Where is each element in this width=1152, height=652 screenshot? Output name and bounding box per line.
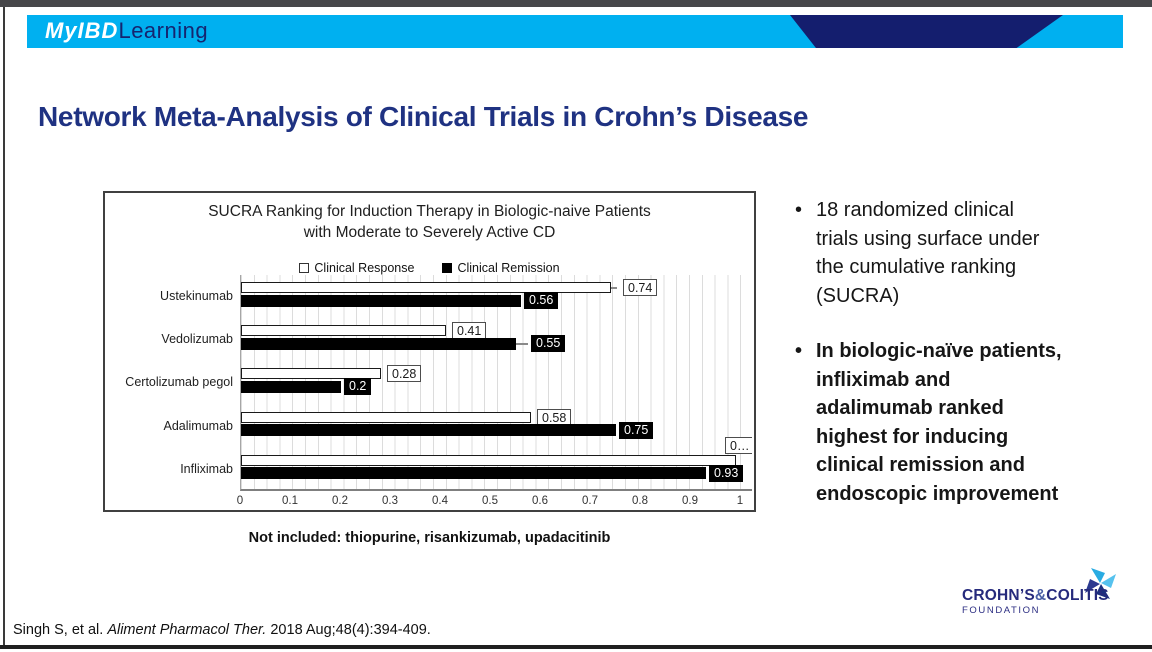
bullet-marker: • bbox=[795, 340, 803, 362]
bar-response bbox=[241, 411, 531, 423]
sucra-chart: SUCRA Ranking for Induction Therapy in B… bbox=[103, 191, 756, 512]
bar-response bbox=[241, 454, 736, 466]
x-axis-tick-label: 0.6 bbox=[532, 495, 548, 507]
bar-value-label: 0.28 bbox=[387, 365, 422, 383]
foundation-ampersand: & bbox=[1034, 587, 1047, 604]
bullet-marker: • bbox=[795, 199, 803, 221]
x-axis-tick-label: 0.7 bbox=[582, 495, 598, 507]
chart-footnote: Not included: thiopurine, risankizumab, … bbox=[248, 530, 611, 546]
x-axis-tick-label: 1 bbox=[736, 495, 744, 507]
bar-value-label: 0.93 bbox=[709, 464, 744, 482]
bar-value-label: 0.2 bbox=[344, 378, 372, 396]
x-axis-tick-label: 0 bbox=[236, 495, 244, 507]
foundation-name: CROHN’S&COLITIS bbox=[962, 587, 1109, 605]
bar-response bbox=[241, 325, 446, 337]
chart-title-line1: SUCRA Ranking for Induction Therapy in B… bbox=[208, 203, 651, 220]
category-label: Certolizumab pegol bbox=[125, 375, 233, 390]
legend-swatch-remission bbox=[442, 263, 453, 273]
bar-remission bbox=[241, 294, 521, 307]
bar-value-label: 0.74 bbox=[623, 279, 658, 296]
x-axis-tick-label: 0.1 bbox=[282, 495, 298, 507]
bar-remission bbox=[241, 424, 616, 437]
bar-value-label: 0.41 bbox=[452, 322, 487, 340]
x-axis-tick-label: 0.3 bbox=[382, 495, 398, 507]
page-title: Network Meta-Analysis of Clinical Trials… bbox=[38, 101, 809, 132]
x-axis-tick-label: 0.5 bbox=[482, 495, 498, 507]
bullet-list: • 18 randomized clinical trials using su… bbox=[795, 196, 1147, 535]
brand-myibd: MyIBD bbox=[45, 18, 119, 43]
bar-value-label: 0.55 bbox=[531, 335, 566, 353]
chart-title: SUCRA Ranking for Induction Therapy in B… bbox=[105, 201, 754, 243]
legend-label-remission: Clinical Remission bbox=[457, 261, 560, 275]
bar-value-label: 0.75 bbox=[619, 421, 654, 439]
plot-area: 0.74 0.56 0.41 0.55 0.28 0.2 0.58 0.75 0… 0.93 bbox=[240, 275, 752, 491]
brand-learning: Learning bbox=[118, 18, 209, 43]
foundation-star-icon bbox=[1085, 568, 1116, 599]
x-axis-tick-label: 0.9 bbox=[682, 495, 698, 507]
citation-details: 2018 Aug;48(4):394-409. bbox=[266, 622, 431, 638]
category-label: Vedolizumab bbox=[161, 332, 233, 347]
legend-label-response: Clinical Response bbox=[314, 261, 415, 275]
foundation-name-colitis: COLITIS bbox=[1046, 587, 1109, 604]
slide-bottom-border bbox=[0, 645, 1152, 649]
foundation-subtitle: FOUNDATION bbox=[962, 605, 1041, 616]
bar-remission bbox=[241, 467, 706, 480]
bar-response bbox=[241, 368, 381, 380]
brand-logo: MyIBDLearning bbox=[45, 18, 208, 44]
legend-item-response: Clinical Response bbox=[299, 261, 414, 275]
bullet-item-2: • In biologic-naïve patients, infliximab… bbox=[795, 337, 1147, 508]
header-bar: MyIBDLearning bbox=[27, 15, 1123, 48]
category-label: Ustekinumab bbox=[160, 289, 233, 303]
legend-item-remission: Clinical Remission bbox=[442, 261, 560, 275]
legend-swatch-response bbox=[299, 263, 310, 273]
category-label: Adalimumab bbox=[163, 418, 233, 433]
label-leader-line bbox=[611, 287, 617, 289]
bar-response bbox=[241, 282, 611, 293]
foundation-name-crohns: CROHN’S bbox=[962, 587, 1035, 604]
bullet-text-2: In biologic-naïve patients, infliximab a… bbox=[816, 340, 1062, 505]
citation-journal: Aliment Pharmacol Ther. bbox=[107, 622, 267, 638]
bar-remission bbox=[241, 337, 516, 350]
foundation-logo: CROHN’S&COLITIS FOUNDATION bbox=[960, 566, 1150, 618]
bullet-item-1: • 18 randomized clinical trials using su… bbox=[795, 196, 1147, 310]
bar-remission bbox=[241, 380, 341, 393]
header-accent-shape bbox=[790, 15, 1063, 48]
x-axis-tick-label: 0.8 bbox=[632, 495, 648, 507]
citation: Singh S, et al. Aliment Pharmacol Ther. … bbox=[13, 622, 431, 638]
chart-legend: Clinical Response Clinical Remission bbox=[105, 261, 754, 275]
citation-authors: Singh S, et al. bbox=[13, 622, 108, 638]
bullet-text-1: 18 randomized clinical trials using surf… bbox=[816, 199, 1040, 307]
label-leader-line bbox=[516, 343, 528, 345]
category-label: Infliximab bbox=[180, 461, 233, 476]
x-axis-tick-label: 0.2 bbox=[332, 495, 348, 507]
bar-value-label: 0.56 bbox=[524, 292, 559, 309]
bar-value-label: 0.58 bbox=[537, 408, 572, 426]
chart-title-line2: with Moderate to Severely Active CD bbox=[303, 224, 556, 241]
bar-value-label: 0… bbox=[725, 436, 752, 454]
window-top-strip bbox=[0, 0, 1152, 7]
slide-left-border bbox=[3, 7, 5, 648]
x-axis-tick-label: 0.4 bbox=[432, 495, 448, 507]
